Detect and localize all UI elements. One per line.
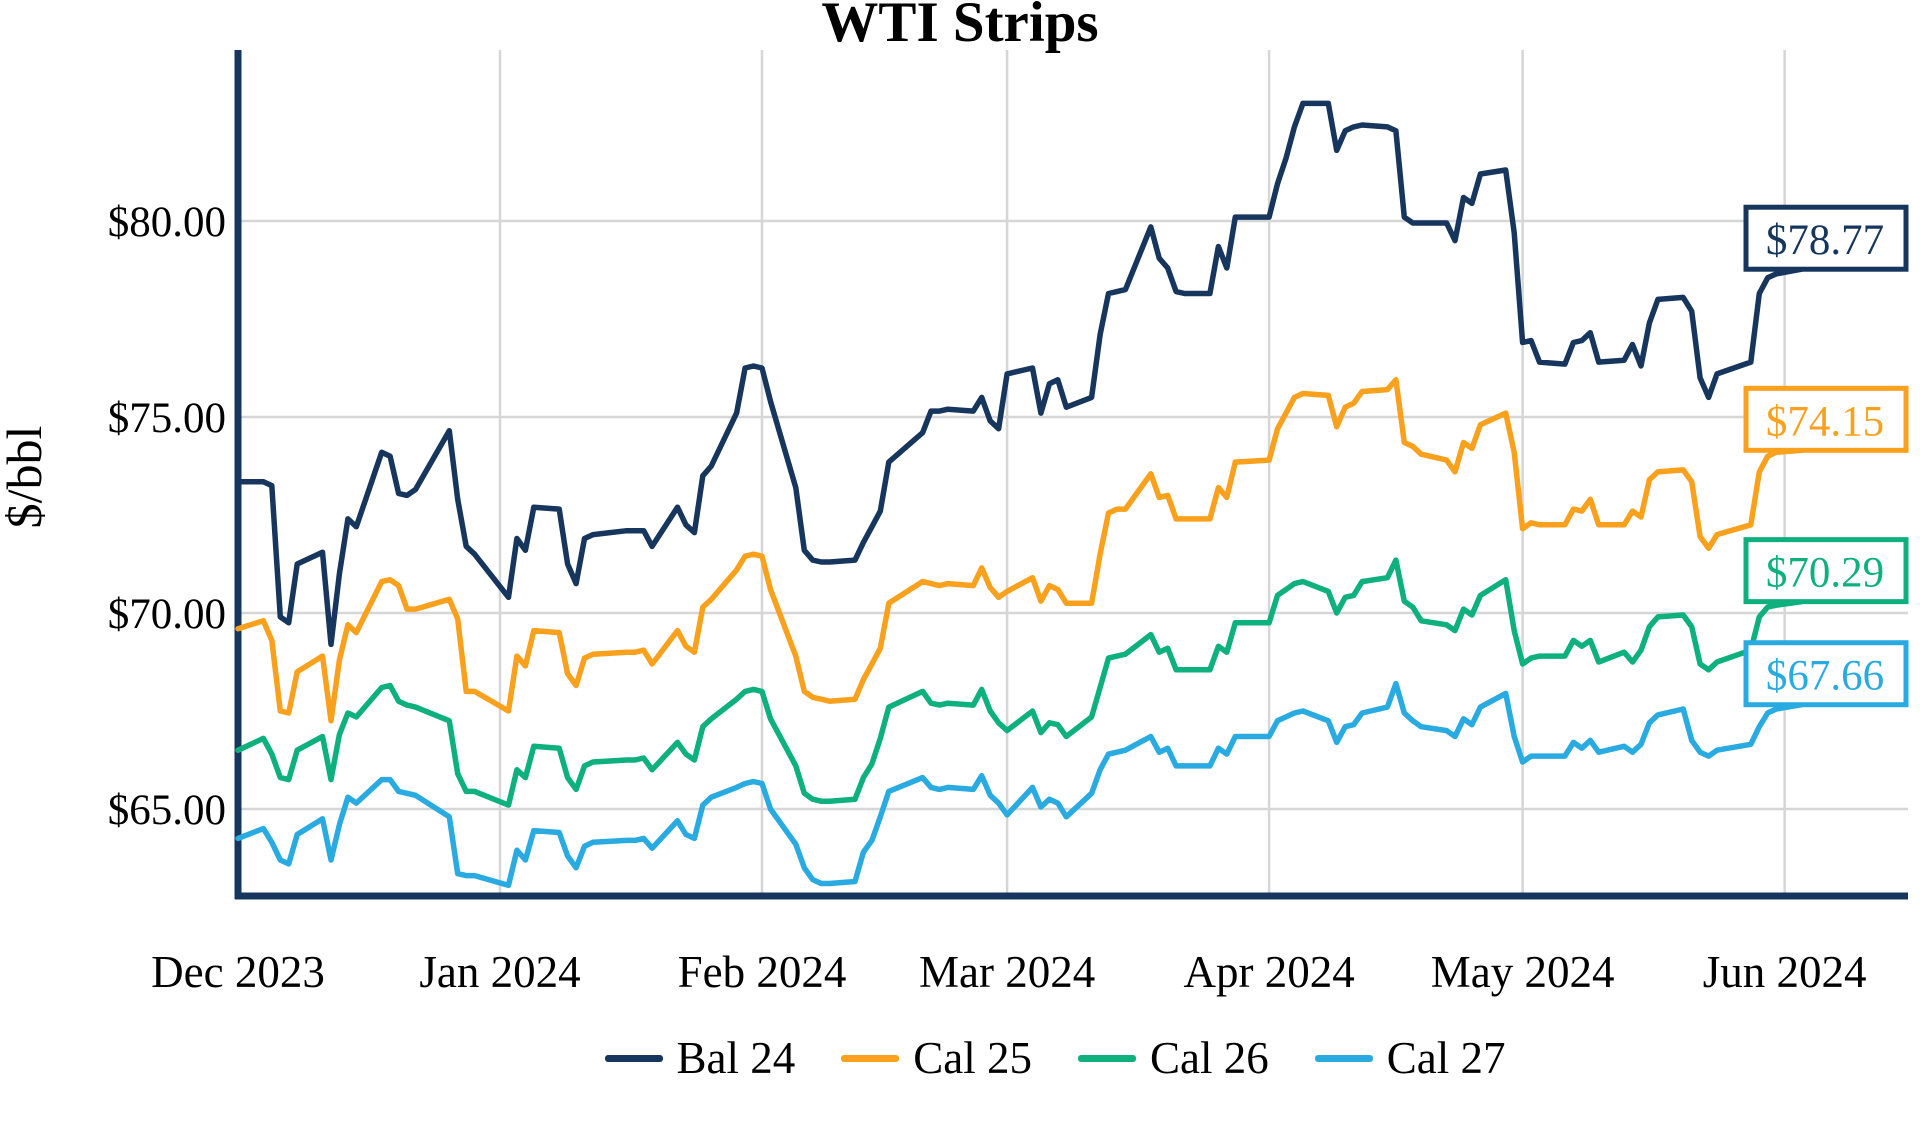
series-line-cal-26 [235, 557, 1805, 808]
x-tick-label: Apr 2024 [1183, 947, 1354, 997]
legend-swatch-icon [604, 1055, 663, 1062]
end-label-box-cal-26 [1743, 537, 1909, 605]
x-tick-label: May 2024 [1431, 947, 1615, 997]
legend-label: Cal 27 [1386, 1033, 1506, 1083]
end-label-box-bal-24 [1743, 204, 1909, 272]
x-tick-label: Feb 2024 [678, 947, 847, 997]
series-line-cal-27 [235, 680, 1805, 889]
end-label-cal-26: $70.29 [1766, 550, 1884, 597]
x-tick-label: Mar 2024 [919, 947, 1095, 997]
x-tick-label: Dec 2023 [151, 947, 325, 997]
end-label-box-cal-25 [1743, 385, 1909, 453]
x-tick-label: Jan 2024 [419, 947, 580, 997]
y-tick-label: $70.00 [108, 591, 226, 638]
legend-label: Cal 26 [1150, 1033, 1269, 1083]
legend-swatch-icon [841, 1055, 900, 1062]
legend-swatch-icon [1314, 1055, 1373, 1062]
chart-title: WTI Strips [821, 0, 1099, 54]
legend-item-cal-26: Cal 26 [1078, 1036, 1269, 1081]
end-label-cal-25: $74.15 [1766, 398, 1884, 445]
chart-legend: Bal 24 Cal 25 Cal 26 Cal 27 [95, 1036, 1920, 1081]
legend-label: Bal 24 [676, 1033, 796, 1083]
end-label-box-cal-27 [1743, 640, 1909, 708]
legend-swatch-icon [1078, 1055, 1136, 1062]
end-label-bal-24: $78.77 [1766, 217, 1884, 264]
legend-item-cal-25: Cal 25 [841, 1036, 1032, 1081]
y-tick-label: $75.00 [108, 395, 226, 442]
end-label-cal-27: $67.66 [1766, 653, 1884, 700]
y-tick-label: $65.00 [108, 787, 226, 834]
y-tick-label: $80.00 [108, 199, 226, 246]
x-tick-label: Jun 2024 [1703, 947, 1867, 997]
legend-item-bal-24: Bal 24 [604, 1033, 796, 1083]
legend-label: Cal 25 [913, 1033, 1032, 1083]
legend-item-cal-27: Cal 27 [1314, 1033, 1506, 1083]
series-line-bal-24 [235, 100, 1805, 648]
series-line-cal-25 [235, 377, 1805, 724]
